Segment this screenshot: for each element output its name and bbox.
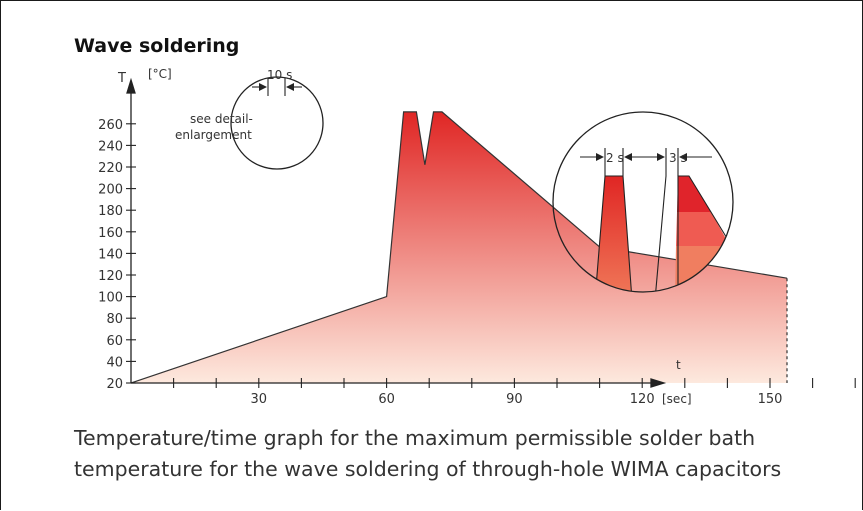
x-tick-label: 150 <box>758 392 783 407</box>
y-tick-label: 140 <box>98 247 123 262</box>
y-axis-label: T <box>117 71 126 86</box>
three-seconds-label: 3 s <box>669 151 687 165</box>
y-tick-label: 180 <box>98 204 123 219</box>
y-tick-label: 220 <box>98 161 123 176</box>
x-tick-label: 30 <box>251 392 268 407</box>
x-axis-unit: [sec] <box>662 392 692 406</box>
y-tick-label: 20 <box>106 377 123 392</box>
detail-enlargement-circle <box>552 111 734 293</box>
chart-title: Wave soldering <box>74 35 239 57</box>
x-ticks: 306090120150180210240 <box>173 378 856 407</box>
y-tick-label: 60 <box>106 334 123 349</box>
y-tick-label: 80 <box>106 312 123 327</box>
temperature-profile-line <box>130 111 788 384</box>
x-axis-label: t <box>676 358 681 372</box>
temperature-profile-area <box>131 111 787 384</box>
x-tick-label: 120 <box>630 392 655 407</box>
wave-soldering-chart: Wave soldering 2040608010012014016018020… <box>74 35 856 407</box>
y-tick-label: 240 <box>98 139 123 154</box>
x-tick-label: 60 <box>378 392 395 407</box>
two-seconds-label: 2 s <box>606 151 624 165</box>
x-tick-label: 90 <box>506 392 523 407</box>
y-axis-arrow <box>126 77 136 94</box>
y-tick-label: 120 <box>98 269 123 284</box>
y-tick-label: 40 <box>106 355 123 370</box>
y-tick-label: 260 <box>98 118 123 133</box>
see-detail-label-2: enlargement <box>175 128 252 142</box>
figure-caption: Temperature/time graph for the maximum p… <box>74 426 782 481</box>
see-detail-label-1: see detail- <box>190 112 253 126</box>
detail-circle <box>230 76 324 170</box>
y-tick-label: 200 <box>98 183 123 198</box>
y-axis-unit: [°C] <box>148 67 172 81</box>
x-axis-arrow <box>650 378 667 388</box>
y-tick-label: 160 <box>98 226 123 241</box>
ten-seconds-label: 10 s <box>267 68 292 82</box>
y-ticks: 20 40 60 80 100 120 140 160 180 200 220 240 260 <box>98 118 136 392</box>
y-tick-label: 100 <box>98 291 123 306</box>
